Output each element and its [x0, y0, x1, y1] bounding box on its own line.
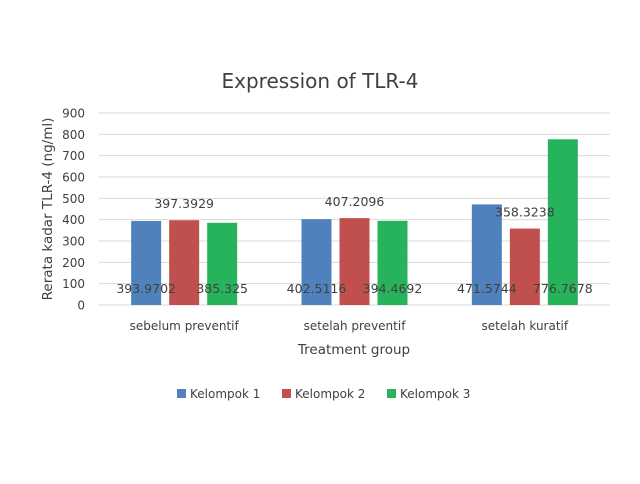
- data-label: 397.3929: [154, 196, 214, 211]
- data-label: 385.325: [196, 281, 248, 296]
- bar: [339, 218, 370, 305]
- legend-swatch: [387, 389, 396, 398]
- data-label: 776.7678: [533, 281, 593, 296]
- x-tick-label: setelah kuratif: [482, 319, 569, 333]
- bar: [471, 204, 502, 305]
- data-label: 471.5744: [457, 281, 517, 296]
- data-label: 358.3238: [495, 205, 555, 220]
- y-tick-label: 600: [62, 171, 85, 185]
- data-label: 394.4692: [363, 281, 423, 296]
- y-tick-label: 100: [62, 277, 85, 291]
- y-tick-label: 800: [62, 128, 85, 142]
- x-tick-label: setelah preventif: [304, 319, 407, 333]
- y-tick-label: 900: [62, 107, 85, 121]
- bar: [131, 220, 162, 305]
- legend-label: Kelompok 3: [400, 387, 470, 401]
- y-tick-label: 400: [62, 213, 85, 227]
- data-label: 393.9702: [116, 281, 176, 296]
- legend-swatch: [282, 389, 291, 398]
- bar: [301, 219, 332, 305]
- bar: [377, 220, 408, 305]
- bar: [509, 228, 540, 305]
- y-tick-label: 500: [62, 192, 85, 206]
- data-label: 407.2096: [325, 194, 385, 209]
- bar: [207, 222, 238, 305]
- bar: [169, 220, 200, 305]
- x-axis-label: Treatment group: [297, 342, 410, 358]
- x-tick-label: sebelum preventif: [130, 319, 240, 333]
- chart-title: Expression of TLR-4: [222, 69, 419, 93]
- y-axis-label: Rerata kadar TLR-4 (ng/ml): [40, 118, 56, 301]
- legend-label: Kelompok 2: [295, 387, 365, 401]
- y-tick-label: 700: [62, 149, 85, 163]
- bar: [547, 139, 578, 305]
- legend: Kelompok 1 Kelompok 2 Kelompok 3: [177, 387, 470, 401]
- data-label: 402.5116: [287, 281, 347, 296]
- y-tick-label: 300: [62, 235, 85, 249]
- y-tick-label: 0: [77, 299, 85, 313]
- y-tick-label: 200: [62, 256, 85, 270]
- legend-label: Kelompok 1: [190, 387, 260, 401]
- legend-swatch: [177, 389, 186, 398]
